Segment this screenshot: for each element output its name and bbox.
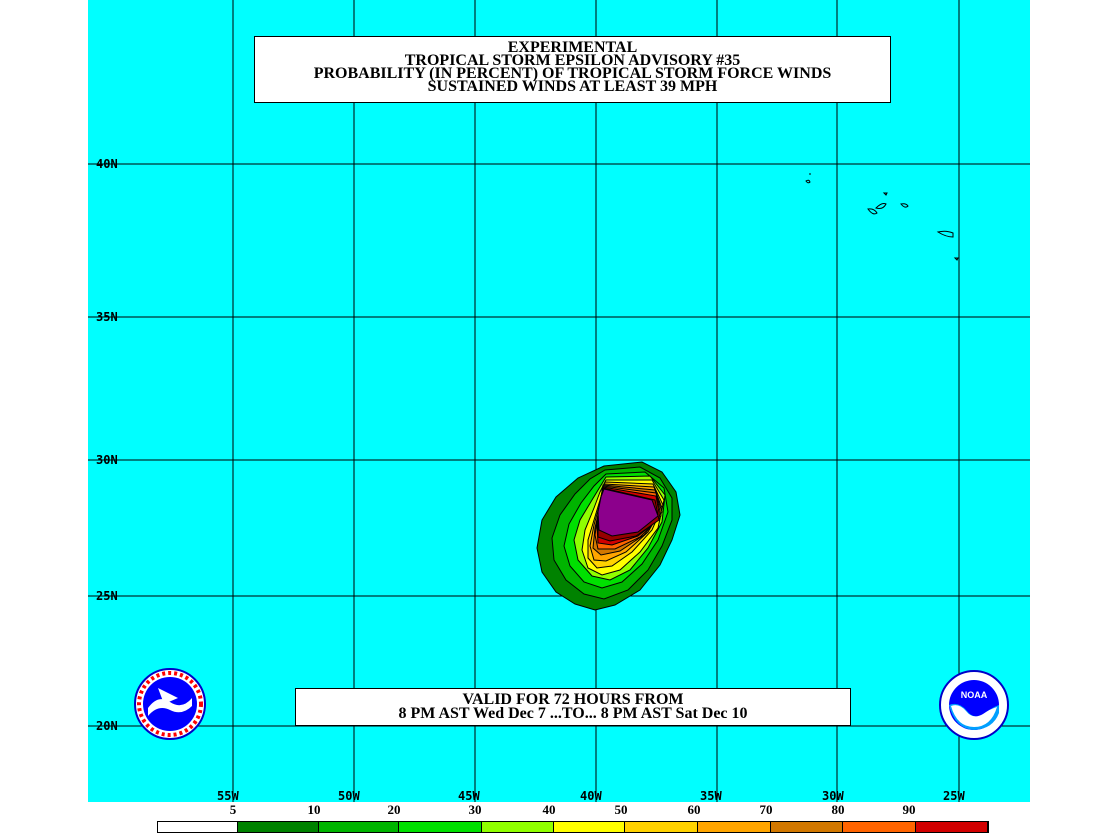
noaa-logo-text: NOAA <box>961 690 988 700</box>
lat-lon-grid <box>88 0 1030 802</box>
legend-label: 70 <box>759 802 773 817</box>
title-line-4: SUSTAINED WINDS AT LEAST 39 MPH <box>427 78 718 95</box>
legend-label: 5 <box>229 802 237 817</box>
legend-label: 10 <box>307 802 321 817</box>
legend-swatch <box>698 822 771 832</box>
lat-label-30n: 30N <box>96 453 118 467</box>
lon-label-45w: 45W <box>458 789 480 803</box>
legend-label: 40 <box>542 802 556 817</box>
contour-band-12 <box>597 488 659 537</box>
lat-label-25n: 25N <box>96 589 118 603</box>
lon-label-35w: 35W <box>700 789 722 803</box>
nws-logo-icon <box>134 668 206 740</box>
legend-label: 50 <box>614 802 628 817</box>
legend-swatch <box>771 822 843 832</box>
legend-label: 80 <box>831 802 845 817</box>
legend-color-bar <box>157 821 989 833</box>
lon-label-50w: 50W <box>338 789 360 803</box>
legend-swatch <box>238 822 319 832</box>
lat-label-40n: 40N <box>96 157 118 171</box>
valid-period-box: VALID FOR 72 HOURS FROM 8 PM AST Wed Dec… <box>295 688 851 726</box>
probability-contours <box>536 461 681 611</box>
legend-swatch <box>843 822 916 832</box>
legend-label: 20 <box>387 802 401 817</box>
title-line-2: TROPICAL STORM EPSILON ADVISORY #35 <box>404 52 741 69</box>
legend-swatch <box>319 822 399 832</box>
lon-label-30w: 30W <box>822 789 844 803</box>
legend-swatch <box>625 822 698 832</box>
azores-islands <box>805 173 959 261</box>
legend-label: 30 <box>468 802 482 817</box>
legend-swatch <box>158 822 238 832</box>
valid-line-2: 8 PM AST Wed Dec 7 ...TO... 8 PM AST Sat… <box>398 705 748 722</box>
legend-swatch <box>482 822 554 832</box>
title-line-3: PROBABILITY (IN PERCENT) OF TROPICAL STO… <box>313 65 832 82</box>
valid-line-1: VALID FOR 72 HOURS FROM <box>462 691 684 708</box>
lat-label-35n: 35N <box>96 310 118 324</box>
legend-label: 90 <box>902 802 916 817</box>
noaa-logo-icon: NOAA <box>939 670 1009 740</box>
legend-swatch <box>916 822 988 832</box>
lon-label-25w: 25W <box>943 789 965 803</box>
lon-label-40w: 40W <box>580 789 602 803</box>
legend-swatch <box>399 822 482 832</box>
lat-label-20n: 20N <box>96 719 118 733</box>
ocean-background <box>88 0 1030 802</box>
title-box: EXPERIMENTAL TROPICAL STORM EPSILON ADVI… <box>254 36 891 103</box>
title-line-1: EXPERIMENTAL <box>507 39 638 56</box>
legend-label: 60 <box>687 802 701 817</box>
legend-swatch <box>554 822 625 832</box>
lon-label-55w: 55W <box>217 789 239 803</box>
